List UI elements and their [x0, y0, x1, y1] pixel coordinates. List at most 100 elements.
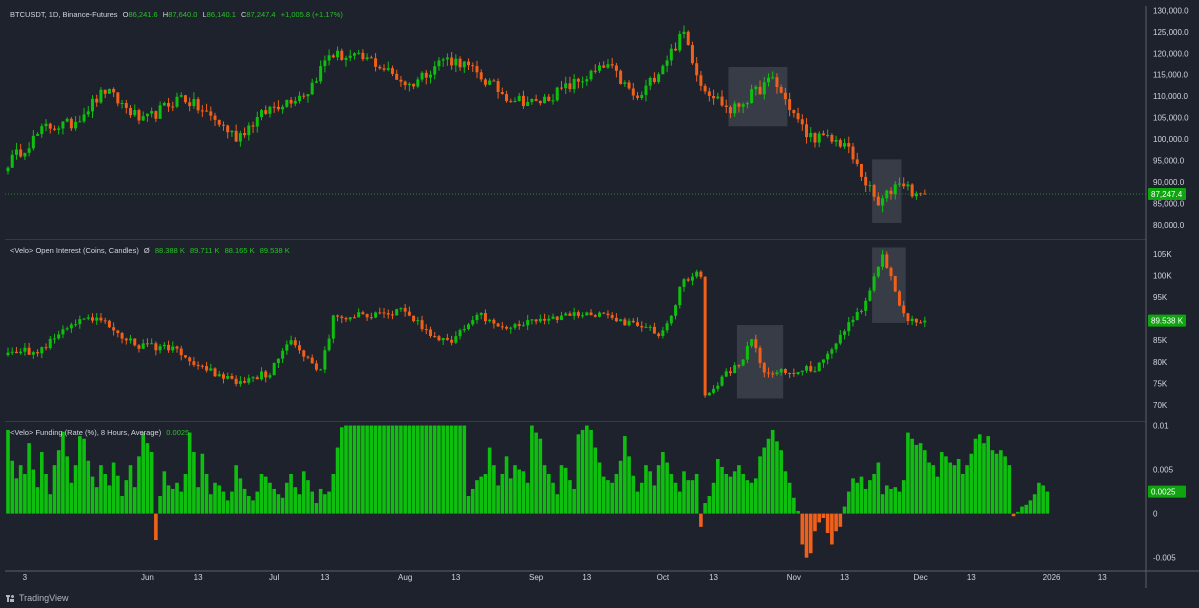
candle-body — [805, 366, 809, 371]
symbol-label[interactable]: BTCUSDT, 1D, Binance-Futures — [10, 10, 118, 19]
funding-y-tick-label: 0.005 — [1153, 466, 1174, 475]
candle-body — [547, 318, 551, 321]
candle-body — [576, 312, 580, 316]
funding-bar — [255, 491, 260, 514]
funding-bar — [230, 491, 234, 514]
candle-body — [61, 329, 65, 335]
candle-body — [876, 266, 880, 277]
candle-body — [796, 113, 800, 120]
funding-bar — [555, 494, 560, 514]
candle-body — [319, 369, 323, 371]
candle-body — [95, 317, 99, 321]
candle-body — [800, 119, 804, 125]
candle-body — [124, 338, 128, 341]
candle-body — [724, 371, 728, 377]
candle-body — [758, 347, 762, 364]
oi-last-value-tag-bg — [1148, 314, 1186, 327]
candle-body — [424, 72, 428, 78]
candle-body — [572, 312, 576, 316]
candle-body — [559, 315, 563, 320]
candle-body — [868, 290, 872, 301]
funding-bar — [551, 482, 555, 514]
candle-body — [581, 81, 585, 83]
x-tick-label: Aug — [398, 573, 412, 582]
candle-body — [902, 183, 906, 187]
candle-body — [162, 344, 166, 347]
highlight-box — [872, 247, 906, 323]
candle-body — [483, 79, 487, 85]
candle-body — [923, 320, 927, 323]
funding-bar — [682, 471, 686, 514]
candle-body — [906, 313, 910, 322]
candle-body — [619, 70, 623, 84]
price-y-tick-label: 115,000.0 — [1153, 71, 1189, 80]
candle-body — [572, 78, 576, 90]
funding-bar — [572, 488, 576, 514]
funding-bar — [306, 480, 310, 514]
candle-body — [699, 271, 703, 277]
candle-body — [437, 336, 441, 341]
candle-body — [551, 316, 555, 319]
candle-body — [255, 377, 259, 380]
price-y-tick-label: 130,000.0 — [1153, 6, 1189, 15]
candle-body — [648, 326, 652, 328]
candle-body — [205, 110, 209, 112]
candle-body — [526, 102, 530, 107]
funding-bar — [606, 480, 610, 514]
tradingview-logo[interactable]: TradingView — [6, 593, 69, 603]
candle-body — [395, 309, 399, 316]
candle-body — [331, 315, 335, 339]
funding-bar — [128, 465, 133, 514]
funding-bar — [804, 513, 809, 558]
candle-body — [513, 324, 517, 328]
last-price-tag-bg — [1148, 187, 1186, 200]
candle-body — [838, 334, 842, 344]
funding-bar — [86, 460, 91, 514]
funding-bar — [399, 425, 403, 514]
funding-bar — [103, 473, 107, 514]
candle-body — [741, 104, 745, 107]
funding-bar — [268, 482, 272, 514]
candle-body — [513, 101, 517, 103]
funding-bar — [1045, 491, 1050, 514]
funding-bar — [259, 473, 264, 514]
candle-body — [40, 126, 44, 135]
candle-body — [348, 55, 352, 58]
candle-body — [674, 305, 678, 316]
candle-body — [703, 276, 707, 396]
funding-y-tick-label: 0.01 — [1153, 422, 1169, 431]
funding-bar — [120, 496, 124, 514]
candle-body — [238, 133, 242, 142]
candle-body — [775, 372, 779, 374]
funding-bar — [846, 491, 851, 514]
candle-body — [792, 110, 796, 114]
funding-bar — [217, 485, 222, 514]
funding-bar — [470, 488, 475, 514]
funding-bar — [327, 491, 331, 514]
funding-bar — [331, 473, 336, 514]
funding-bar — [378, 425, 382, 514]
funding-bar — [716, 459, 720, 514]
candle-body — [707, 91, 711, 96]
oi-title[interactable]: <Velo> Open Interest (Coins, Candles) — [10, 246, 139, 255]
oi-y-tick-label: 100K — [1153, 272, 1172, 281]
funding-bar — [956, 459, 961, 514]
candle-body — [226, 125, 230, 133]
funding-title[interactable]: <Velo> Funding (Rate (%), 8 Hours, Avera… — [10, 428, 162, 437]
funding-bar — [711, 482, 716, 514]
funding-bar — [221, 491, 226, 514]
funding-bar — [48, 494, 53, 514]
candle-body — [14, 149, 18, 155]
funding-bar — [40, 451, 44, 514]
candle-body — [834, 343, 838, 350]
funding-bar — [65, 456, 69, 514]
funding-bar — [18, 465, 23, 514]
candle-body — [390, 314, 394, 316]
funding-bar — [289, 473, 293, 514]
funding-bar — [1015, 511, 1020, 514]
candle-body — [416, 320, 420, 322]
funding-bar — [623, 436, 627, 514]
funding-bar — [842, 506, 847, 514]
candle-body — [14, 351, 18, 354]
